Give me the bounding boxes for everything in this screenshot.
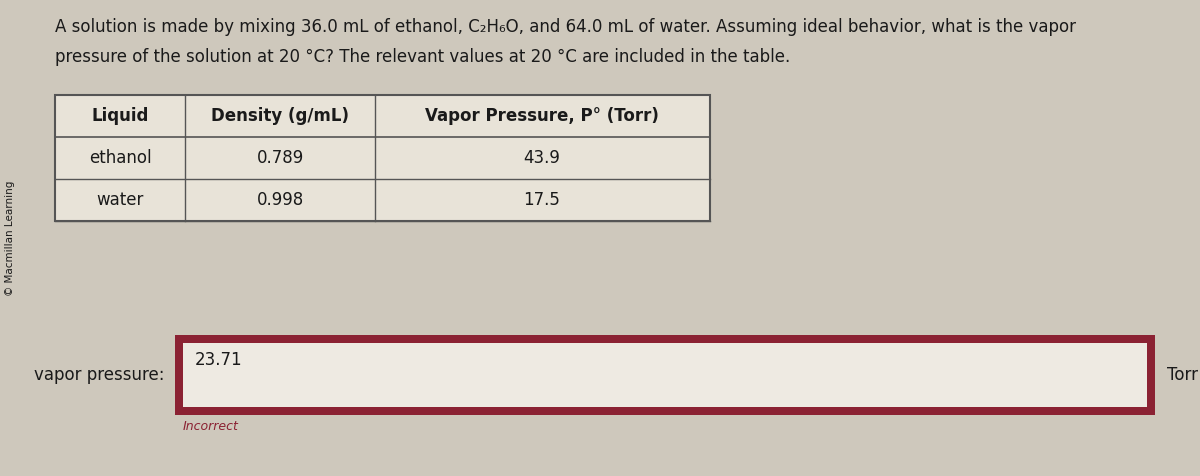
Text: 17.5: 17.5 (523, 191, 560, 209)
Bar (55, 95, 710, 221)
Text: 0.789: 0.789 (257, 149, 304, 167)
Bar (55, 95, 710, 221)
Text: pressure of the solution at 20 °C? The relevant values at 20 °C are included in : pressure of the solution at 20 °C? The r… (55, 48, 791, 66)
Text: Density (g/mL): Density (g/mL) (211, 107, 349, 125)
Text: A solution is made by mixing 36.0 mL of ethanol, C₂H₆O, and 64.0 mL of water. As: A solution is made by mixing 36.0 mL of … (55, 18, 1076, 36)
Text: 23.71: 23.71 (194, 351, 242, 369)
Bar (175, 335, 1154, 415)
Text: 43.9: 43.9 (523, 149, 560, 167)
Text: © Macmillan Learning: © Macmillan Learning (5, 180, 16, 296)
Text: Vapor Pressure, P° (Torr): Vapor Pressure, P° (Torr) (425, 107, 659, 125)
Bar (182, 343, 1147, 407)
Text: Liquid: Liquid (91, 107, 149, 125)
Text: water: water (96, 191, 144, 209)
Text: ethanol: ethanol (89, 149, 151, 167)
Text: Incorrect: Incorrect (182, 420, 239, 433)
Text: vapor pressure:: vapor pressure: (35, 366, 166, 384)
Text: 0.998: 0.998 (257, 191, 304, 209)
Text: Torr: Torr (1166, 366, 1198, 384)
